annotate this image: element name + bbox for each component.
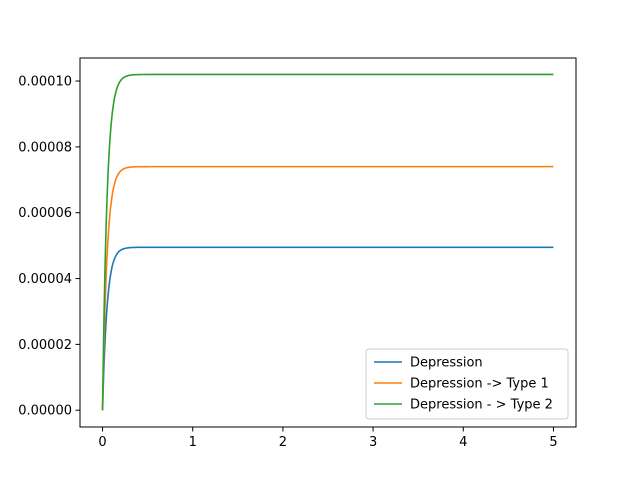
legend-box bbox=[365, 348, 569, 420]
plot-area bbox=[79, 57, 577, 428]
series-layer bbox=[101, 73, 554, 411]
x-tick-label: 5 bbox=[549, 435, 557, 450]
series-line-1 bbox=[101, 246, 554, 411]
y-tick-label: 0.00010 bbox=[18, 75, 72, 90]
y-tick-label: 0.00006 bbox=[18, 206, 72, 221]
y-tick-label: 0.00008 bbox=[18, 140, 72, 155]
y-tick-label: 0.00000 bbox=[18, 404, 72, 419]
x-tick-label: 3 bbox=[369, 435, 377, 450]
x-tick-label: 2 bbox=[279, 435, 287, 450]
x-axis: 0 1 2 3 4 5 bbox=[98, 427, 558, 450]
x-tick-label: 0 bbox=[98, 435, 106, 450]
y-axis: 0.00000 0.00002 0.00004 0.00006 0.00008 0.000… bbox=[18, 75, 80, 419]
legend-label-1: Depression bbox=[410, 356, 483, 371]
legend-label-3: Depression - > Type 2 bbox=[410, 398, 553, 413]
legend: Depression Depression -> Type 1 Depression… bbox=[365, 348, 569, 420]
x-tick-label: 4 bbox=[459, 435, 467, 450]
series-line-2 bbox=[101, 165, 554, 411]
axes-frame bbox=[79, 57, 577, 428]
y-tick-label: 0.00004 bbox=[18, 272, 72, 287]
legend-label-2: Depression -> Type 1 bbox=[410, 377, 549, 392]
series-line-3 bbox=[101, 73, 554, 411]
y-tick-label: 0.00002 bbox=[18, 338, 72, 353]
x-tick-label: 1 bbox=[189, 435, 197, 450]
